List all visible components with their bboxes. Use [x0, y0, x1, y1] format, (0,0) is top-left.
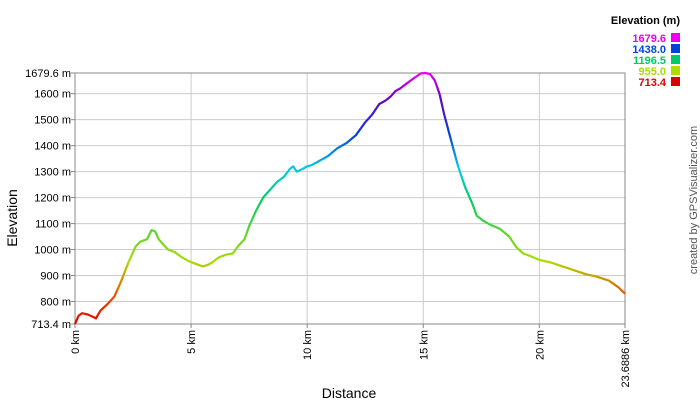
- legend-title: Elevation (m): [611, 15, 680, 27]
- grid: [74, 72, 626, 325]
- y-axis-title: Elevation: [4, 189, 20, 247]
- y-tick-label: 1200 m: [34, 193, 71, 205]
- elevation-profile-line: [73, 71, 626, 325]
- x-tick-label: 10 km: [302, 330, 314, 360]
- legend-value: 955.0: [638, 66, 666, 78]
- y-tick-label: 1300 m: [34, 167, 71, 179]
- x-tick-label: 23.6886 km: [620, 330, 632, 387]
- y-tick-label: 1000 m: [34, 245, 71, 257]
- legend-swatch: [671, 77, 680, 86]
- x-axis-title: Distance: [322, 385, 377, 400]
- y-tick-label: 1600 m: [34, 89, 71, 101]
- legend-value: 1196.5: [633, 55, 666, 67]
- legend-value: 1679.6: [632, 33, 666, 45]
- legend-swatch: [671, 55, 680, 64]
- legend-value: 713.4: [638, 77, 666, 89]
- x-tick-label: 5 km: [186, 330, 198, 354]
- legend-swatch: [671, 66, 680, 75]
- y-tick-label: 1679.6 m: [25, 68, 71, 80]
- credit-text: created by GPSVisualizer.com: [688, 126, 700, 274]
- y-axis-ticks: 713.4 m 800 m 900 m 1000 m 1100 m 1200 m 1300 …: [25, 68, 75, 331]
- legend-swatch: [671, 44, 680, 53]
- legend-value: 1438.0: [632, 44, 666, 56]
- y-tick-label: 900 m: [40, 271, 71, 283]
- x-tick-label: 20 km: [534, 330, 546, 360]
- plot-frame: [74, 72, 626, 325]
- x-tick-label: 0 km: [70, 330, 82, 354]
- y-tick-label: 800 m: [40, 297, 71, 309]
- y-tick-label: 1400 m: [34, 141, 71, 153]
- elevation-legend: Elevation (m) 1679.61438.01196.5955.0713…: [611, 15, 680, 89]
- legend-swatch: [671, 33, 680, 42]
- y-tick-label: 1100 m: [35, 219, 71, 231]
- y-tick-label: 713.4 m: [31, 319, 71, 331]
- x-axis-ticks: 0 km 5 km 10 km 15 km 20 km 23.6886 km: [70, 324, 632, 387]
- y-tick-label: 1500 m: [34, 115, 71, 127]
- x-tick-label: 15 km: [418, 330, 430, 360]
